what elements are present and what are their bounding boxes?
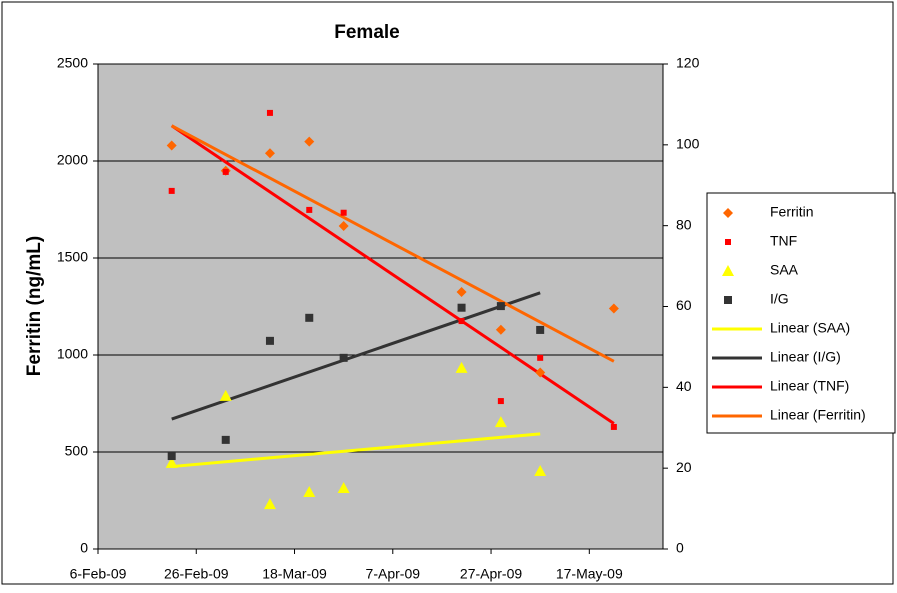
point <box>497 398 504 405</box>
point <box>303 486 316 498</box>
x-tick-label: 26-Feb-09 <box>164 566 229 582</box>
point <box>495 324 506 335</box>
y-tick-label: 0 <box>80 540 88 556</box>
point <box>305 313 314 322</box>
point <box>457 303 466 312</box>
legend-label: Ferritin <box>770 204 814 220</box>
point <box>339 353 348 362</box>
point <box>494 416 507 428</box>
point <box>165 456 178 468</box>
chart-title: Female <box>334 22 399 43</box>
y2-tick-label: 20 <box>676 459 692 475</box>
point <box>222 168 229 175</box>
legend-label: I/G <box>770 291 789 307</box>
y2-tick-label: 40 <box>676 378 692 394</box>
trendline <box>170 124 615 363</box>
y2-tick-label: 100 <box>676 136 700 152</box>
legend-label: TNF <box>770 233 797 249</box>
point <box>536 325 545 334</box>
legend-marker <box>722 265 734 276</box>
point <box>265 336 274 345</box>
legend-label: Linear (TNF) <box>770 378 849 394</box>
point <box>534 464 547 476</box>
point <box>306 206 313 213</box>
trendline <box>171 432 541 469</box>
point <box>456 286 467 297</box>
x-tick-label: 17-May-09 <box>556 566 623 582</box>
point <box>219 389 232 401</box>
point <box>338 220 349 231</box>
legend-label: Linear (Ferritin) <box>770 407 866 423</box>
y2-tick-label: 80 <box>676 216 692 232</box>
x-tick-label: 7-Apr-09 <box>366 566 421 582</box>
y-axis-label: Ferritin (ng/mL) <box>24 236 45 376</box>
point <box>167 452 176 461</box>
legend-label: Linear (SAA) <box>770 320 850 336</box>
x-tick-label: 27-Apr-09 <box>460 566 522 582</box>
point <box>340 209 347 216</box>
y-tick-label: 500 <box>65 443 89 459</box>
y-tick-label: 2500 <box>57 55 88 71</box>
point <box>266 109 273 116</box>
trendline <box>171 291 541 421</box>
x-tick-label: 18-Mar-09 <box>262 566 327 582</box>
y-tick-label: 2000 <box>57 152 88 168</box>
point <box>537 354 544 361</box>
point <box>166 140 177 151</box>
point <box>168 187 175 194</box>
point <box>608 303 619 314</box>
legend-marker <box>723 208 733 218</box>
point <box>337 481 350 493</box>
legend-label: SAA <box>770 262 799 278</box>
x-tick-label: 6-Feb-09 <box>70 566 127 582</box>
point <box>304 136 315 147</box>
legend-label: Linear (I/G) <box>770 349 841 365</box>
y-tick-label: 1000 <box>57 346 88 362</box>
plot-area <box>97 63 664 550</box>
point <box>264 148 275 159</box>
point <box>458 318 465 325</box>
legend-marker <box>724 296 732 304</box>
y2-tick-label: 0 <box>676 540 684 556</box>
point <box>455 361 468 373</box>
point <box>496 302 505 311</box>
legend-marker <box>725 239 731 245</box>
y2-tick-label: 60 <box>676 297 692 313</box>
legend <box>706 192 896 434</box>
point <box>263 498 276 510</box>
point <box>221 435 230 444</box>
y-tick-label: 1500 <box>57 249 88 265</box>
point <box>535 367 546 378</box>
y2-tick-label: 120 <box>676 55 700 71</box>
point <box>610 423 617 430</box>
